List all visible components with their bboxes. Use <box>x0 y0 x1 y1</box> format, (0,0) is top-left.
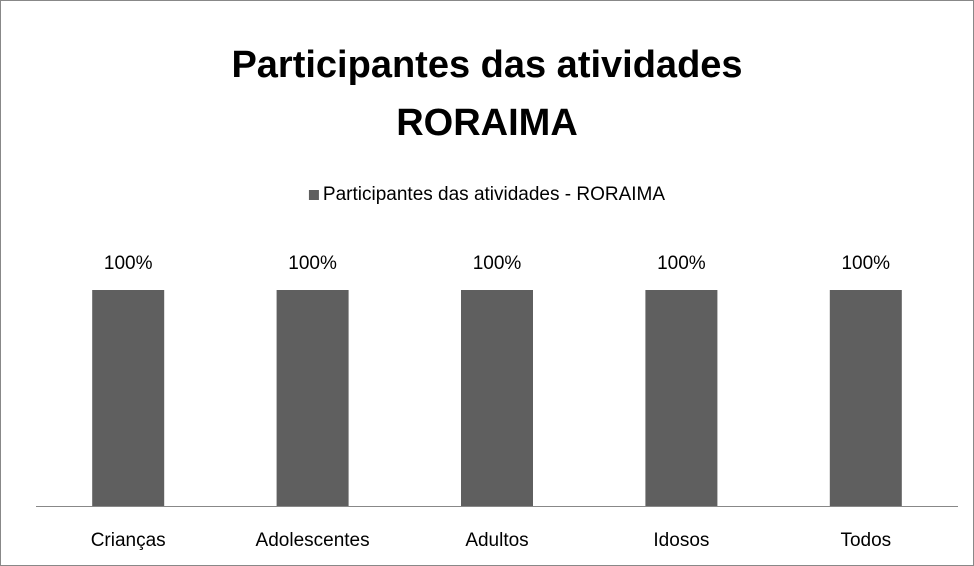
x-tick-label: Idosos <box>653 530 709 551</box>
bar <box>92 290 165 506</box>
x-tick-label: Adultos <box>465 530 528 551</box>
x-tick-label: Adolescentes <box>256 530 370 551</box>
legend-swatch <box>308 190 319 200</box>
data-label: 100% <box>288 253 337 274</box>
bar <box>461 290 533 506</box>
data-label: 100% <box>473 253 522 274</box>
bar <box>645 290 718 506</box>
data-label: 100% <box>657 253 706 274</box>
bar <box>276 290 349 506</box>
data-label: 100% <box>104 253 153 274</box>
bar <box>829 290 902 506</box>
legend-label: Participantes das atividades - RORAIMA <box>323 184 665 205</box>
chart-title: Participantes das atividades RORAIMA <box>231 44 743 144</box>
x-tick-label: Crianças <box>91 530 166 551</box>
data-label: 100% <box>841 253 890 274</box>
x-tick-label: Todos <box>840 530 891 551</box>
